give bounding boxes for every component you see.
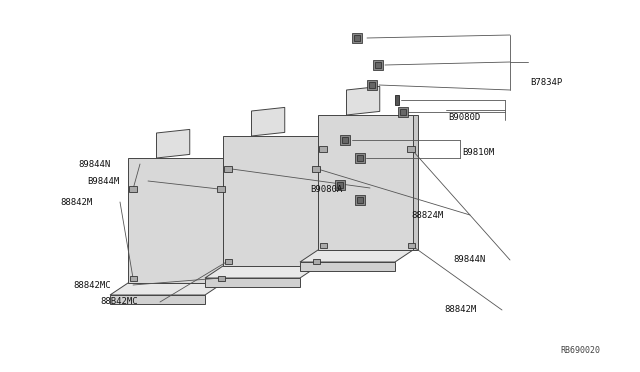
Bar	[357, 197, 363, 203]
Polygon shape	[110, 283, 223, 295]
Polygon shape	[300, 262, 395, 271]
Bar	[335, 180, 345, 190]
Polygon shape	[300, 250, 413, 262]
Bar	[367, 80, 377, 90]
Bar	[357, 155, 363, 161]
Bar	[373, 60, 383, 70]
Bar	[375, 62, 381, 68]
Polygon shape	[205, 266, 318, 278]
Bar	[337, 182, 343, 188]
Bar	[340, 135, 350, 145]
Bar	[407, 146, 415, 152]
Bar	[129, 186, 137, 192]
Polygon shape	[223, 158, 228, 283]
Bar	[319, 146, 327, 152]
Bar	[342, 137, 348, 143]
Text: 89844N: 89844N	[78, 160, 110, 169]
Polygon shape	[318, 136, 323, 266]
Polygon shape	[205, 278, 300, 287]
Text: 89844N: 89844N	[453, 254, 485, 263]
Bar	[355, 153, 365, 163]
Polygon shape	[128, 158, 223, 283]
Bar	[352, 33, 362, 43]
Bar	[312, 166, 320, 171]
Bar	[354, 35, 360, 41]
Text: B9810M: B9810M	[462, 148, 494, 157]
Bar	[224, 166, 232, 171]
Bar	[369, 82, 375, 88]
Bar	[319, 243, 326, 247]
Text: B7834P: B7834P	[530, 77, 563, 87]
Bar	[225, 259, 232, 263]
Text: B9844M: B9844M	[87, 176, 119, 186]
Text: B9080D: B9080D	[448, 112, 480, 122]
Bar	[355, 195, 365, 205]
Bar	[312, 259, 319, 263]
Bar	[400, 109, 406, 115]
Polygon shape	[110, 295, 205, 304]
Polygon shape	[157, 129, 189, 158]
Text: 88842MC: 88842MC	[73, 280, 111, 289]
Polygon shape	[346, 86, 380, 115]
Text: RB690020: RB690020	[560, 346, 600, 355]
Text: B9080A: B9080A	[310, 185, 342, 193]
Bar	[398, 107, 408, 117]
Bar	[129, 276, 136, 280]
Polygon shape	[252, 108, 285, 136]
Text: 88842M: 88842M	[444, 305, 476, 314]
Polygon shape	[223, 136, 318, 266]
Bar	[395, 95, 399, 105]
Bar	[408, 243, 415, 247]
Text: 88824M: 88824M	[411, 211, 444, 219]
Polygon shape	[318, 115, 413, 250]
Text: 88B42MC: 88B42MC	[100, 298, 138, 307]
Text: 88842M: 88842M	[60, 198, 92, 206]
Bar	[218, 276, 225, 280]
Bar	[217, 186, 225, 192]
Polygon shape	[413, 115, 419, 250]
